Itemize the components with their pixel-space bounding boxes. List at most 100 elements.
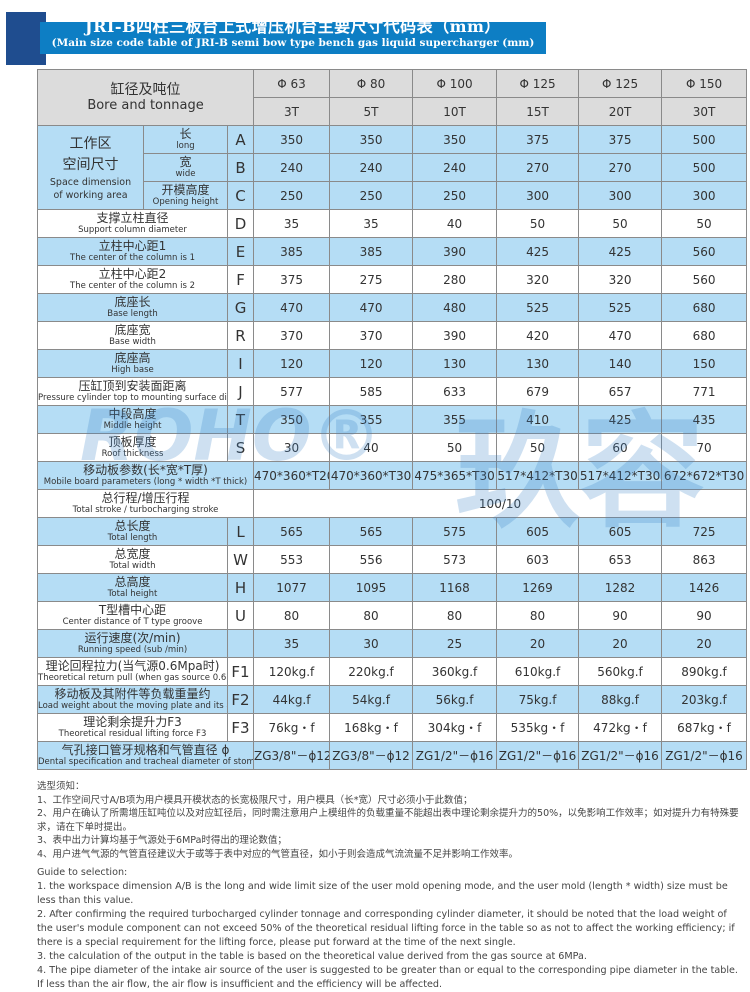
value-cell: 120kg.f xyxy=(253,657,331,686)
bore-cell: Φ 63 xyxy=(253,69,331,98)
value-cell: 565 xyxy=(253,517,331,546)
value-cell: 20 xyxy=(578,629,663,658)
value-cell: 203kg.f xyxy=(661,685,748,714)
table-row: 顶板厚度 Roof thickness S 30 40 50 50 60 70 xyxy=(37,433,748,462)
value-cell: 435 xyxy=(661,405,748,434)
note-item: 1. the workspace dimension A/B is the lo… xyxy=(37,881,728,906)
table-row: 总长度 Total length L 565 565 575 605 605 725 xyxy=(37,517,748,546)
value-cell: 470 xyxy=(578,321,663,350)
value-cell: 90 xyxy=(578,601,663,630)
value-cell: 80 xyxy=(253,601,331,630)
value-cell: 355 xyxy=(412,405,498,434)
value-cell: 120 xyxy=(329,349,414,378)
table-row: 立柱中心距2 The center of the column is 2 F 375 2… xyxy=(37,265,748,294)
value-cell: 80 xyxy=(496,601,580,630)
row-label-en: Pressure cylinder top to mounting surfac… xyxy=(38,393,227,403)
value-cell: 610kg.f xyxy=(496,657,580,686)
tonnage-cell: 3T xyxy=(253,97,331,126)
value-cell: 1269 xyxy=(496,573,580,602)
notes-heading: Guide to selection: xyxy=(37,867,128,878)
value-cell: 80 xyxy=(329,601,414,630)
bore-cell: Φ 80 xyxy=(329,69,414,98)
value-cell: 525 xyxy=(578,293,663,322)
value-cell: 556 xyxy=(329,545,414,574)
row-label-cn: 宽 xyxy=(179,155,192,169)
row-label-en: Opening height xyxy=(152,197,219,207)
note-item: 4、用户进气气源的气管直径建议大于或等于表中对应的气管直径，如小于则会造成气流流… xyxy=(37,848,519,860)
row-code: F2 xyxy=(226,685,255,714)
value-cell: 280 xyxy=(412,265,498,294)
row-label: 总高度 Total height xyxy=(37,573,228,602)
row-label-cn: 移动板参数(长*宽*T厚) xyxy=(83,463,208,477)
value-cell: 679 xyxy=(496,377,580,406)
row-label: 立柱中心距1 The center of the column is 1 xyxy=(37,237,228,266)
row-label-cn: 开模高度 xyxy=(161,183,210,197)
row-label: 开模高度 Opening height xyxy=(143,181,228,210)
value-cell: 370 xyxy=(253,321,331,350)
value-cell: 517*412*T30 xyxy=(496,461,580,490)
bore-cell: Φ 125 xyxy=(578,69,663,98)
value-cell: 250 xyxy=(329,181,414,210)
title-banner: JRI-B四柱三板台上式增压机台主要尺寸代码表（mm） (Main size c… xyxy=(40,18,546,54)
work-area-label: 工作区 空间尺寸 Space dimension of working area xyxy=(37,125,144,210)
row-label-en: Total width xyxy=(109,561,156,571)
value-cell: ZG1/2"－ϕ16 xyxy=(661,741,748,770)
row-label: 理论剩余提升力F3 Theoretical residual lifting fo… xyxy=(37,713,228,742)
row-code: F1 xyxy=(226,657,255,686)
row-label-en: Support column diameter xyxy=(78,225,187,235)
tonnage-cell: 10T xyxy=(412,97,498,126)
value-cell: 50 xyxy=(496,433,580,462)
row-label-cn: 理论回程拉力(当气源0.6Mpa时) xyxy=(45,659,220,673)
row-label-cn: 移动板及其附件等负载重量约 xyxy=(54,687,211,701)
row-label-cn: 总行程/增压行程 xyxy=(101,491,190,505)
header-label-cn: 缸径及吨位 xyxy=(110,81,181,98)
table-row: 支撑立柱直径 Support column diameter D 35 35 40 50 50… xyxy=(37,209,748,238)
row-label-en: Total stroke / turbocharging stroke xyxy=(72,505,219,515)
row-code: W xyxy=(226,545,255,574)
value-cell: 375 xyxy=(578,125,663,154)
value-cell: 350 xyxy=(412,125,498,154)
selection-notes-cn: 选型须知： 1、工作空间尺寸A/B项为用户模具开模状态的长宽极限尺寸，用户模具（长… xyxy=(37,780,742,861)
value-cell: 633 xyxy=(412,377,498,406)
value-cell: 517*412*T30 xyxy=(578,461,663,490)
value-cell: 560 xyxy=(661,237,748,266)
value-cell: 605 xyxy=(578,517,663,546)
value-cell: 300 xyxy=(496,181,580,210)
table-row: 移动板及其附件等负载重量约 Load weight about the movin… xyxy=(37,685,748,714)
value-cell: 470*360*T20 xyxy=(253,461,331,490)
row-label-cn: 压缸顶到安装面距离 xyxy=(78,379,187,393)
value-cell: 270 xyxy=(578,153,663,182)
value-cell: 300 xyxy=(578,181,663,210)
row-code: F3 xyxy=(226,713,255,742)
row-label-cn: 立柱中心距2 xyxy=(98,267,167,281)
row-label-en: Running speed (sub /min) xyxy=(77,645,188,655)
row-code: F xyxy=(226,265,255,294)
value-cell: 470 xyxy=(329,293,414,322)
value-cell: 425 xyxy=(496,237,580,266)
value-cell: 585 xyxy=(329,377,414,406)
value-cell: 863 xyxy=(661,545,748,574)
row-code: G xyxy=(226,293,255,322)
row-label-en: wide xyxy=(175,169,196,179)
row-label-cn: 总高度 xyxy=(114,575,151,589)
value-cell: ZG3/8"－ϕ12 xyxy=(253,741,331,770)
row-code: L xyxy=(226,517,255,546)
tonnage-cell: 20T xyxy=(578,97,663,126)
value-cell: 385 xyxy=(329,237,414,266)
value-cell: ZG3/8"－ϕ12 xyxy=(329,741,414,770)
row-label-en: Theoretical return pull (when gas source… xyxy=(38,673,228,683)
row-code: R xyxy=(226,321,255,350)
value-cell: 565 xyxy=(329,517,414,546)
value-cell: 472kg・f xyxy=(578,713,663,742)
header-row-tonnage: 3T 5T 10T 15T 20T 30T xyxy=(38,97,748,126)
row-label-cn: 底座高 xyxy=(114,351,151,365)
value-cell: 553 xyxy=(253,545,331,574)
row-code: U xyxy=(226,601,255,630)
value-cell: 150 xyxy=(661,349,748,378)
row-label: 底座高 High base xyxy=(37,349,228,378)
size-code-table: 缸径及吨位 Bore and tonnage Φ 63 Φ 80 Φ 100 Φ 12… xyxy=(36,69,748,770)
row-label: 压缸顶到安装面距离 Pressure cylinder top to mounti… xyxy=(37,377,228,406)
value-cell: 500 xyxy=(661,153,748,182)
row-label: 总行程/增压行程 Total stroke / turbocharging str… xyxy=(36,489,255,518)
value-cell: 20 xyxy=(661,629,748,658)
